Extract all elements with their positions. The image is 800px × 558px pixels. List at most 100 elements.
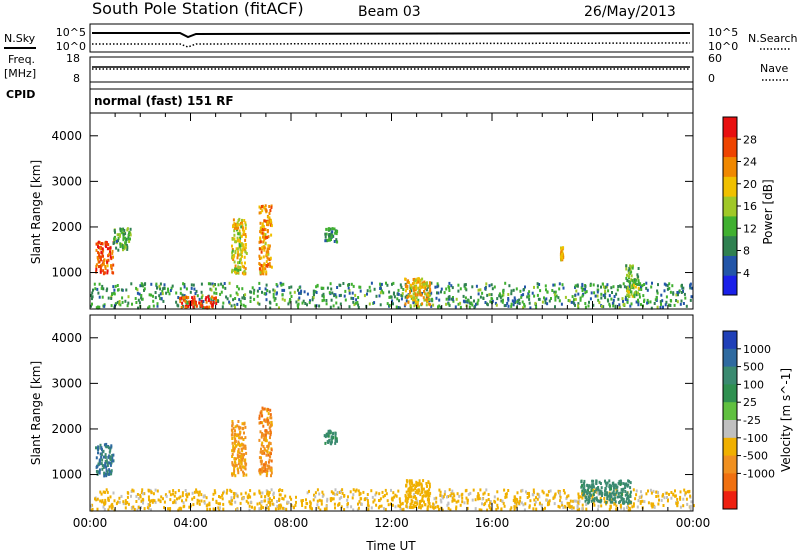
echo-cell [258, 287, 261, 290]
echo-cell [261, 491, 264, 495]
echo-cell [493, 285, 496, 289]
echo-cell [96, 507, 99, 511]
echo-cell [567, 494, 570, 498]
power-colorbar-label: Power [dB] [761, 179, 775, 244]
echo-cell [676, 504, 679, 508]
echo-cell [180, 305, 183, 309]
echo-cell [574, 297, 577, 301]
echo-cell [233, 446, 236, 450]
echo-cell [343, 508, 346, 511]
echo-cell [238, 261, 241, 264]
echo-cell [519, 496, 522, 500]
echo-cell [231, 251, 234, 255]
echo-cell [212, 301, 215, 304]
echo-cell [486, 293, 489, 297]
echo-cell [263, 447, 266, 451]
echo-cell [236, 467, 239, 471]
echo-cell [234, 267, 237, 271]
echo-cell [464, 286, 467, 290]
colorbar-swatch [723, 275, 737, 296]
echo-cell [609, 304, 611, 308]
echo-cell [413, 281, 416, 285]
echo-cell [596, 284, 599, 288]
echo-cell [587, 499, 590, 503]
echo-cell [313, 293, 315, 297]
echo-cell [346, 505, 349, 509]
echo-cell [200, 299, 203, 303]
echo-cell [457, 302, 460, 306]
echo-cell [672, 492, 675, 496]
echo-cell [507, 297, 510, 300]
echo-cell [263, 206, 266, 210]
echo-cell [586, 483, 589, 487]
echo-cell [104, 267, 107, 271]
echo-cell [261, 265, 264, 269]
echo-cell [445, 287, 448, 291]
echo-cell [183, 285, 186, 289]
echo-cell [237, 433, 240, 437]
echo-cell [452, 492, 455, 496]
echo-cell [336, 286, 339, 289]
echo-cell [461, 492, 464, 496]
echo-cell [287, 302, 290, 306]
echo-cell [477, 288, 480, 292]
echo-cell [628, 290, 630, 294]
echo-cell [412, 288, 415, 292]
echo-cell [258, 254, 261, 258]
echo-cell [131, 302, 133, 306]
echo-cell [122, 248, 124, 252]
echo-cell [261, 225, 264, 228]
echo-cell [679, 497, 682, 501]
echo-cell [424, 490, 427, 494]
echo-cell [633, 278, 636, 282]
echo-cell [350, 505, 353, 509]
echo-cell [235, 434, 238, 438]
echo-cell [92, 288, 94, 292]
echo-cell [613, 502, 616, 506]
echo-cell [378, 492, 381, 496]
echo-cell [419, 286, 422, 290]
echo-cell [118, 302, 121, 306]
echo-cell [630, 270, 633, 274]
echo-cell [260, 495, 263, 499]
echo-cell [382, 495, 385, 499]
echo-cell [411, 298, 414, 302]
echo-cell [533, 285, 535, 289]
echo-cell [606, 283, 609, 287]
echo-cell [641, 499, 644, 503]
echo-cell [268, 247, 271, 251]
echo-cell [242, 232, 245, 236]
echo-cell [121, 296, 124, 300]
echo-cell [204, 306, 207, 310]
echo-cell [259, 230, 262, 234]
echo-cell [238, 436, 241, 440]
echo-cell [585, 290, 588, 294]
echo-cell [573, 499, 576, 503]
echo-cell [236, 453, 239, 457]
echo-cell [417, 277, 420, 281]
echo-cell [535, 305, 538, 309]
station-title: South Pole Station (fitACF) [92, 0, 304, 18]
echo-cell [389, 502, 392, 506]
echo-cell [323, 507, 326, 511]
y-tick-label: 1000 [51, 468, 82, 482]
echo-cell [366, 506, 369, 510]
echo-cell [510, 302, 513, 306]
echo-cell [628, 280, 631, 284]
echo-cell [282, 282, 285, 286]
colorbar-tick-label: 28 [743, 133, 757, 146]
echo-cell [221, 305, 224, 309]
x-tick-label: 16:00 [475, 516, 510, 530]
echo-cell [412, 505, 415, 509]
echo-cell [239, 258, 242, 262]
colorbar-tick-label: -100 [743, 432, 768, 445]
echo-cell [213, 296, 216, 300]
echo-cell [559, 494, 561, 498]
echo-cell [226, 297, 229, 301]
echo-cell [261, 468, 264, 472]
echo-cell [206, 507, 209, 511]
echo-cell [175, 291, 178, 295]
echo-cell [615, 504, 618, 508]
echo-cell [127, 237, 130, 241]
